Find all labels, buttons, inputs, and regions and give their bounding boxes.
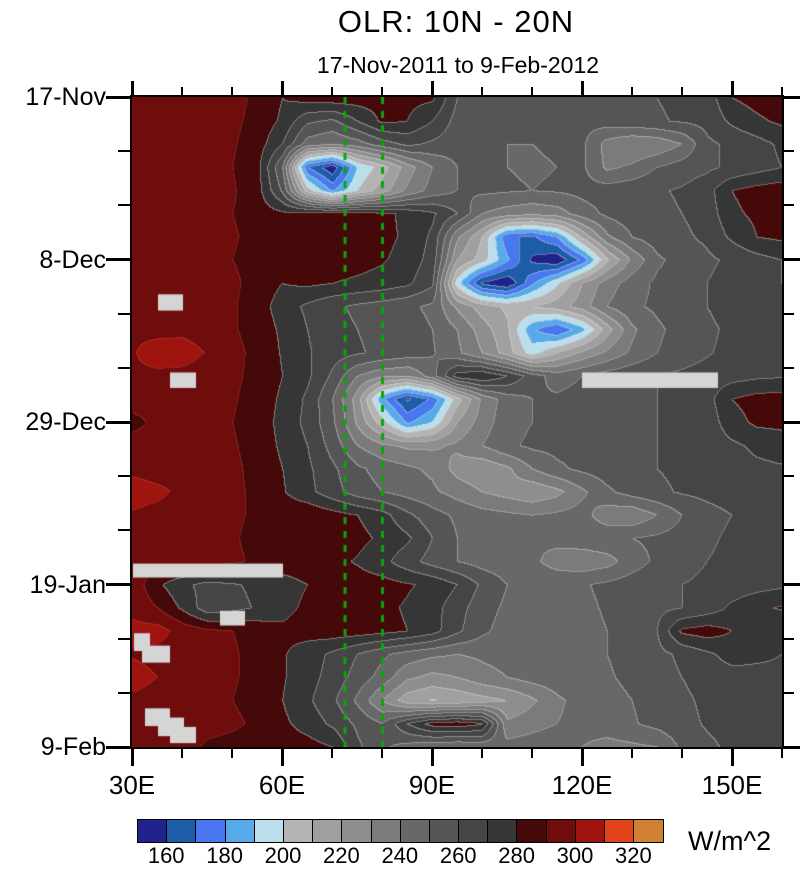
y-minor-tick-right (784, 366, 794, 369)
colorbar-segment (225, 820, 255, 842)
x-tick-label: 60E (258, 770, 306, 800)
x-tick-label: 90E (408, 770, 456, 800)
colorbar-segment (254, 820, 284, 842)
y-major-tick-right (784, 95, 800, 99)
x-tick-label: 30E (108, 770, 156, 800)
x-major-tick-top (430, 81, 434, 95)
y-minor-tick-right (784, 150, 794, 153)
y-major-tick-right (784, 258, 800, 261)
y-minor-tick (118, 312, 130, 315)
x-minor-tick (631, 749, 633, 758)
colorbar-segment (605, 820, 635, 842)
colorbar-tick-label: 320 (615, 843, 652, 868)
y-major-tick (106, 745, 130, 749)
y-minor-tick (118, 204, 130, 207)
hovmoller-heatmap-canvas (132, 97, 782, 747)
x-minor-tick (381, 749, 383, 758)
x-minor-tick (781, 749, 783, 758)
y-tick-label: 9-Feb (40, 733, 106, 761)
y-minor-tick-right (784, 637, 794, 640)
y-major-tick (106, 420, 130, 424)
x-minor-tick-top (781, 87, 783, 95)
y-major-tick-right (784, 583, 800, 586)
x-minor-tick-top (381, 87, 383, 95)
y-tick-label: 17-Nov (25, 83, 106, 111)
colorbar-units-label: W/m^2 (688, 826, 772, 856)
y-minor-tick-right (784, 204, 794, 207)
plot-area (130, 95, 784, 749)
colorbar-segment (313, 820, 343, 842)
colorbar (137, 819, 665, 843)
chart-title: OLR: 10N - 20N (337, 4, 575, 39)
colorbar-segment (400, 820, 430, 842)
x-major-tick-top (280, 81, 284, 95)
colorbar-segment (429, 820, 460, 842)
colorbar-segment (196, 820, 226, 842)
x-minor-tick (681, 749, 683, 758)
x-minor-tick-top (681, 87, 683, 95)
y-minor-tick (118, 691, 130, 694)
colorbar-segment (459, 820, 489, 842)
x-major-tick (580, 749, 584, 766)
colorbar-segment (371, 820, 401, 842)
y-minor-tick (118, 637, 130, 640)
colorbar-segment (517, 820, 547, 842)
x-minor-tick-top (531, 87, 533, 95)
x-major-tick (280, 749, 284, 766)
x-major-tick (130, 749, 134, 766)
y-minor-tick-right (784, 691, 794, 694)
x-major-tick-top (730, 81, 734, 95)
colorbar-segment (342, 820, 372, 842)
x-minor-tick-top (481, 87, 483, 95)
x-minor-tick-top (331, 87, 333, 95)
x-minor-tick (531, 749, 533, 758)
colorbar-segment (546, 820, 576, 842)
colorbar-segment (488, 820, 518, 842)
y-major-tick (106, 95, 130, 99)
x-minor-tick-top (231, 87, 233, 95)
x-tick-label: 120E (551, 770, 613, 800)
y-minor-tick-right (784, 529, 794, 532)
y-minor-tick-right (784, 312, 794, 315)
x-major-tick-top (130, 81, 134, 95)
y-minor-tick-right (784, 475, 794, 478)
y-major-tick-right (784, 745, 800, 749)
y-minor-tick (118, 475, 130, 478)
y-minor-tick (118, 366, 130, 369)
colorbar-segment (167, 820, 197, 842)
x-major-tick-top (580, 81, 584, 95)
colorbar-segment (634, 820, 664, 842)
y-tick-label: 19-Jan (29, 570, 106, 599)
y-tick-label: 29-Dec (25, 408, 106, 436)
colorbar-segment (575, 820, 605, 842)
y-major-tick-right (784, 420, 800, 424)
x-major-tick (730, 749, 734, 766)
x-major-tick (430, 749, 434, 766)
y-tick-label: 8-Dec (39, 245, 106, 274)
y-minor-tick (118, 150, 130, 153)
y-major-tick (106, 583, 130, 586)
y-major-tick (106, 258, 130, 261)
x-minor-tick-top (181, 87, 183, 95)
x-tick-label: 150E (701, 770, 763, 800)
x-minor-tick (481, 749, 483, 758)
x-minor-tick (181, 749, 183, 758)
colorbar-segment (283, 820, 314, 842)
y-minor-tick (118, 529, 130, 532)
x-minor-tick (331, 749, 333, 758)
x-minor-tick-top (631, 87, 633, 95)
colorbar-segment (138, 820, 168, 842)
chart-subtitle: 17-Nov-2011 to 9-Feb-2012 (316, 52, 600, 78)
x-minor-tick (231, 749, 233, 758)
